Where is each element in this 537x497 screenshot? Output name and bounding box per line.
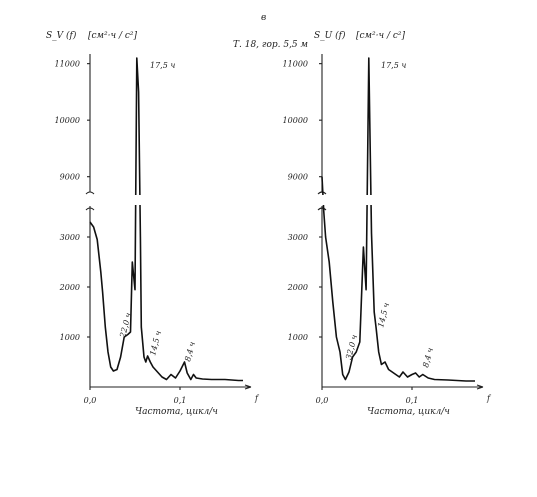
y-tick-label: 9000 <box>60 173 80 182</box>
y-tick-label: 3000 <box>288 233 308 242</box>
y-axis-units: [см²·ч / с²] <box>88 31 137 41</box>
y-axis-break-top <box>85 191 95 195</box>
y-tick-label: 9000 <box>288 173 308 182</box>
chart-sv: S_V (f) [см²·ч / с²] 9000 10000 11000 1000 200… <box>46 30 260 417</box>
spectrum-curve <box>89 57 243 382</box>
y-tick-label: 11000 <box>55 60 80 69</box>
y-axis-break-bottom <box>85 207 95 211</box>
station-note: Т. 18, гор. 5,5 м <box>233 40 308 50</box>
spectrum-curve <box>321 57 475 382</box>
y-axis-label: S_V (f) <box>46 30 77 41</box>
axis-break-gap <box>316 195 481 205</box>
y-axis-break-bottom <box>317 207 327 211</box>
y-tick-label: 2000 <box>287 283 308 292</box>
x-tick-label: 0,1 <box>406 396 419 405</box>
peak-label: 14,5 ч <box>376 302 391 329</box>
y-tick-label: 11000 <box>283 60 308 69</box>
y-tick-label: 1000 <box>288 333 308 342</box>
x-tick-label: 0,0 <box>316 396 329 405</box>
x-axis-arrow <box>244 384 252 390</box>
peak-label: 17,5 ч <box>150 61 175 70</box>
peak-label: 14,5 ч <box>148 330 163 357</box>
y-tick-label: 10000 <box>55 116 80 125</box>
y-tick-label: 10000 <box>283 116 308 125</box>
axis-break-gap <box>84 195 249 205</box>
x-tick-label: 0,1 <box>174 396 187 405</box>
chart-su: S_U (f) [см²·ч / с²] 9000 10000 11000 1000 200… <box>283 30 492 417</box>
peak-label: 17,5 ч <box>381 61 406 70</box>
x-tick-label: 0,0 <box>84 396 97 405</box>
peak-label: 32,0 ч <box>344 334 359 361</box>
x-axis-label: Частота, цикл/ч <box>135 407 218 417</box>
peak-label: 8,4 ч <box>421 347 435 369</box>
x-axis-label: Частота, цикл/ч <box>367 407 450 417</box>
y-axis-label: S_U (f) <box>314 30 346 41</box>
peak-label: 8,4 ч <box>183 341 197 363</box>
y-tick-label: 3000 <box>60 233 80 242</box>
x-axis-end-label: f <box>486 394 492 403</box>
x-axis-end-label: f <box>254 394 260 403</box>
y-tick-label: 2000 <box>59 283 80 292</box>
y-tick-label: 1000 <box>60 333 80 342</box>
x-axis-arrow <box>476 384 484 390</box>
y-axis-units: [см²·ч / с²] <box>356 31 405 41</box>
panel-letter: в <box>261 13 266 23</box>
